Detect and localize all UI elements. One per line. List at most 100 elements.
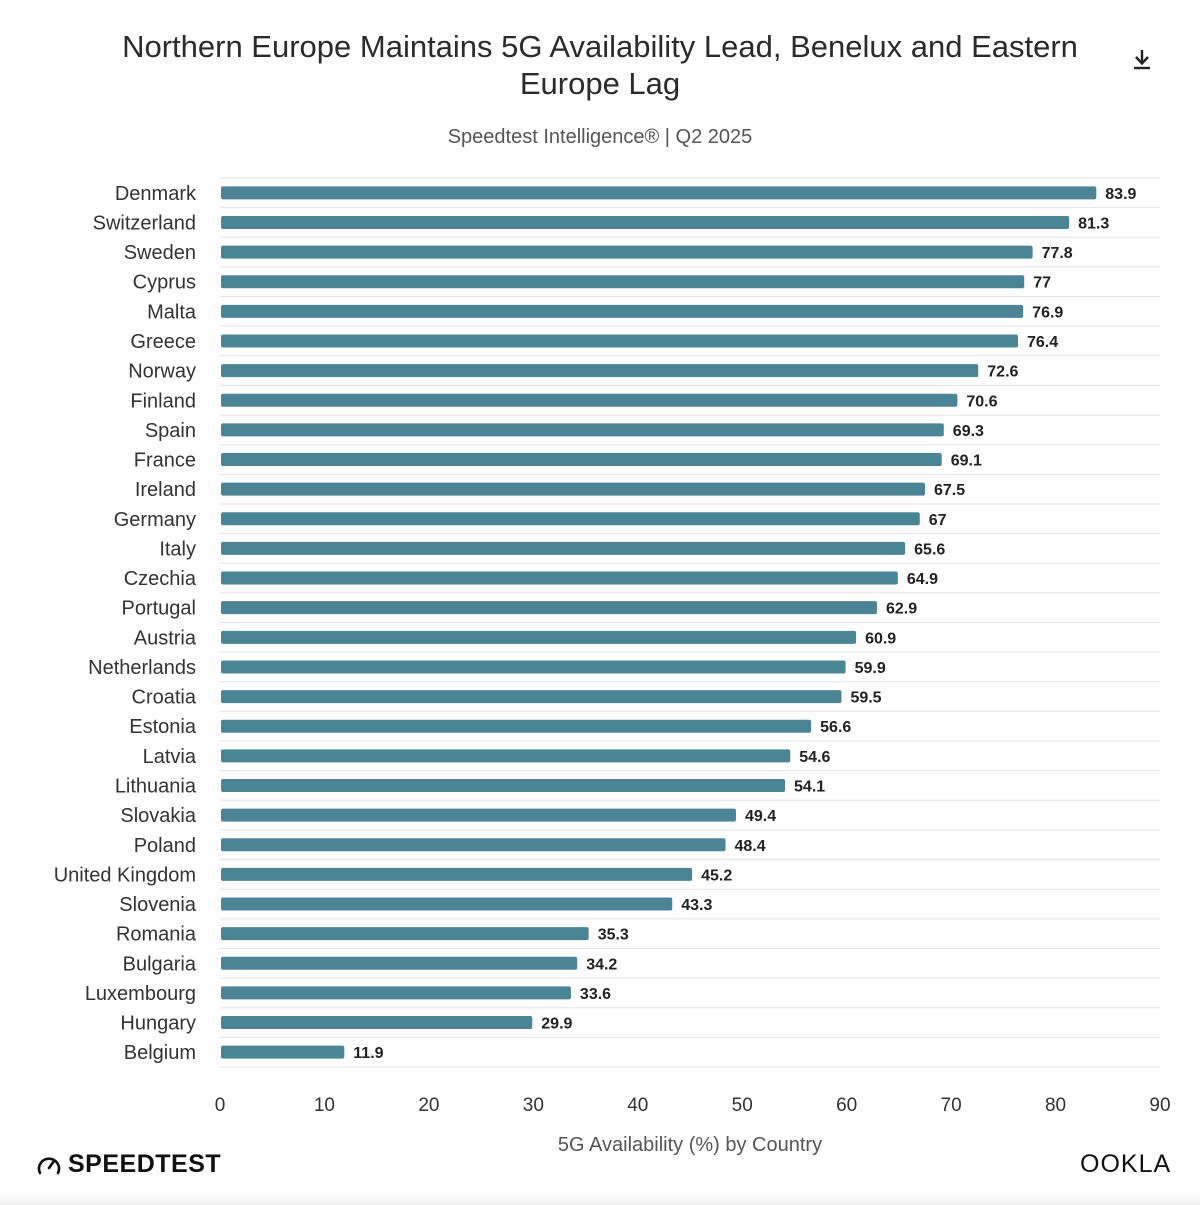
category-label: Lithuania: [115, 775, 197, 797]
speedtest-logo: SPEEDTEST: [36, 1150, 221, 1179]
bar: [221, 304, 1024, 318]
data-label: 45.2: [701, 867, 732, 884]
data-label: 43.3: [681, 897, 712, 914]
chart-title: Northern Europe Maintains 5G Availabilit…: [122, 29, 1078, 101]
bar: [221, 245, 1033, 259]
category-label: Estonia: [129, 716, 197, 738]
bar: [221, 956, 578, 970]
data-label: 69.3: [953, 423, 984, 440]
category-label: Cyprus: [133, 272, 196, 294]
data-label: 70.6: [966, 393, 997, 410]
data-label: 83.9: [1105, 186, 1136, 203]
bar: [221, 778, 786, 792]
category-label: Bulgaria: [123, 953, 197, 975]
bar: [221, 601, 877, 615]
bar: [221, 719, 812, 733]
x-tick-label: 80: [1045, 1095, 1066, 1116]
bar: [221, 512, 920, 526]
bar: [221, 334, 1018, 348]
x-tick-label: 50: [732, 1095, 753, 1116]
category-label: Czechia: [124, 568, 197, 590]
data-label: 34.2: [586, 956, 617, 973]
x-tick-label: 40: [627, 1095, 648, 1116]
bar: [221, 867, 693, 881]
data-label: 77.8: [1042, 245, 1073, 262]
data-label: 60.9: [865, 630, 896, 647]
category-label: Croatia: [132, 687, 197, 709]
x-tick-label: 10: [314, 1095, 335, 1116]
category-label: Romania: [116, 924, 197, 946]
data-label: 62.9: [886, 601, 917, 618]
data-label: 72.6: [987, 364, 1018, 381]
data-label: 59.5: [850, 690, 881, 707]
bar: [221, 275, 1025, 289]
x-tick-label: 30: [523, 1095, 544, 1116]
data-label: 65.6: [914, 541, 945, 558]
data-label: 29.9: [541, 1016, 572, 1033]
bar: [221, 215, 1070, 229]
data-label: 81.3: [1078, 215, 1109, 232]
bar: [221, 1016, 533, 1030]
chart-subtitle: Speedtest Intelligence® | Q2 2025: [447, 126, 753, 148]
bar: [221, 364, 979, 378]
data-label: 67.5: [934, 482, 965, 499]
speedometer-icon: [37, 1156, 61, 1174]
bar: [221, 838, 726, 852]
download-icon[interactable]: [1128, 44, 1156, 74]
data-label: 48.4: [735, 838, 766, 855]
data-label: 69.1: [951, 453, 982, 470]
data-label: 35.3: [598, 927, 629, 944]
category-label: Luxembourg: [85, 983, 196, 1005]
bar: [221, 808, 736, 822]
bottom-divider: [0, 1192, 1200, 1205]
bar: [221, 571, 898, 585]
category-label: Malta: [147, 301, 197, 323]
bar: [221, 423, 944, 437]
x-tick-label: 60: [836, 1095, 857, 1116]
category-label: Slovakia: [120, 805, 196, 827]
data-label: 64.9: [907, 571, 938, 588]
category-label: Finland: [130, 390, 196, 412]
data-label: 76.4: [1027, 334, 1058, 351]
category-label: United Kingdom: [54, 864, 196, 886]
category-label: Hungary: [120, 1013, 196, 1035]
category-label: Belgium: [124, 1042, 196, 1064]
category-label: Poland: [134, 835, 196, 857]
bar: [221, 690, 842, 704]
category-label: Spain: [145, 420, 196, 442]
category-label: Portugal: [122, 598, 197, 620]
category-label: Ireland: [135, 479, 196, 501]
bar: [221, 541, 906, 555]
bar: [221, 660, 846, 674]
bar: [221, 1045, 345, 1059]
category-label: Denmark: [115, 183, 197, 205]
data-label: 76.9: [1032, 304, 1063, 321]
x-axis-label: 5G Availability (%) by Country: [558, 1134, 822, 1156]
x-tick-label: 0: [215, 1095, 226, 1116]
category-label: Slovenia: [119, 894, 197, 916]
bar: [221, 630, 857, 644]
category-label: Greece: [130, 331, 196, 353]
bar: [221, 482, 925, 496]
x-tick-label: 70: [941, 1095, 962, 1116]
category-label: Netherlands: [88, 657, 196, 679]
ookla-logo: OOKLA: [1080, 1150, 1172, 1178]
category-label: Norway: [128, 361, 196, 383]
data-label: 49.4: [745, 808, 776, 825]
data-label: 77: [1033, 275, 1051, 292]
data-label: 11.9: [353, 1045, 383, 1062]
category-label: Latvia: [143, 746, 197, 768]
x-tick-label: 90: [1149, 1095, 1170, 1116]
bar: [221, 897, 673, 911]
data-label: 54.6: [799, 749, 830, 766]
bar: [221, 186, 1097, 200]
category-label: Switzerland: [93, 212, 196, 234]
bar: [221, 453, 942, 467]
bar: [221, 749, 791, 763]
category-label: Sweden: [124, 242, 196, 264]
data-label: 56.6: [820, 719, 851, 736]
data-label: 59.9: [855, 660, 886, 677]
bar: [221, 393, 958, 407]
x-tick-label: 20: [418, 1095, 439, 1116]
